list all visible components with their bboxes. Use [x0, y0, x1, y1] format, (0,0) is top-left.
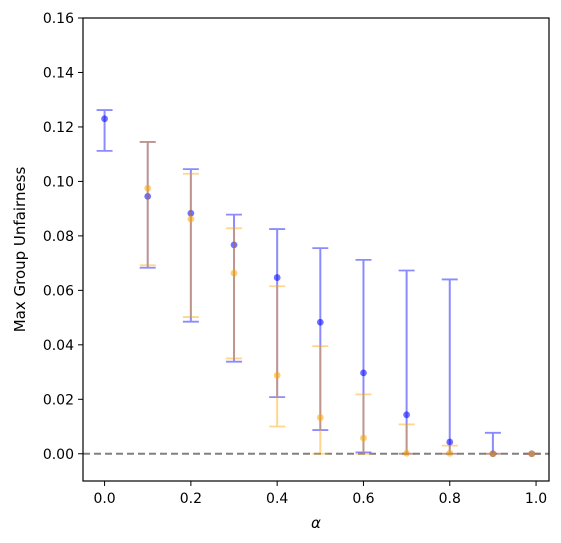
data-point [273, 371, 281, 379]
x-tick-label: 0.4 [266, 491, 288, 507]
x-tick-label: 0.6 [352, 491, 374, 507]
data-point [403, 449, 411, 457]
data-point [187, 209, 195, 217]
data-point [144, 184, 152, 192]
series-1 [96, 109, 540, 455]
y-tick-label: 0.14 [43, 65, 74, 81]
data-point [101, 115, 108, 123]
x-tick-label: 1.0 [525, 491, 547, 507]
series-1-points [101, 115, 536, 458]
data-point [360, 369, 367, 377]
plot-frame [82, 17, 550, 482]
series-2 [139, 141, 540, 455]
x-tick-label: 0.0 [93, 491, 115, 507]
data-point [273, 274, 281, 281]
data-point [230, 269, 238, 277]
y-tick-label: 0.00 [43, 447, 74, 463]
y-tick-label: 0.12 [43, 120, 74, 136]
y-tick-label: 0.16 [43, 11, 74, 27]
y-tick-label: 0.02 [43, 392, 74, 408]
series-2-points [144, 184, 536, 458]
x-axis-ticks: 0.0 0.2 0.4 0.6 0.8 1.0 [93, 481, 547, 507]
data-point [230, 241, 238, 249]
data-point [316, 414, 324, 421]
data-point [360, 434, 367, 442]
data-point [316, 318, 324, 326]
y-tick-label: 0.06 [43, 283, 74, 299]
y-axis-label: Max Group Unfairness [11, 167, 29, 333]
data-point [528, 450, 536, 458]
data-point [144, 192, 152, 200]
data-point [489, 450, 497, 458]
y-tick-label: 0.10 [43, 174, 74, 190]
y-tick-label: 0.04 [43, 338, 74, 354]
series-layer [96, 109, 540, 458]
x-tick-label: 0.2 [180, 491, 202, 507]
data-point [403, 411, 411, 419]
data-point [446, 449, 454, 457]
y-tick-label: 0.08 [43, 229, 74, 245]
y-axis-ticks: 0.00 0.02 0.04 0.06 0.08 0.10 0.12 0.14 0.16 [43, 11, 83, 463]
x-tick-label: 0.8 [439, 491, 461, 507]
data-point [187, 215, 195, 223]
data-point [446, 438, 454, 446]
x-axis-label: α [311, 514, 321, 532]
